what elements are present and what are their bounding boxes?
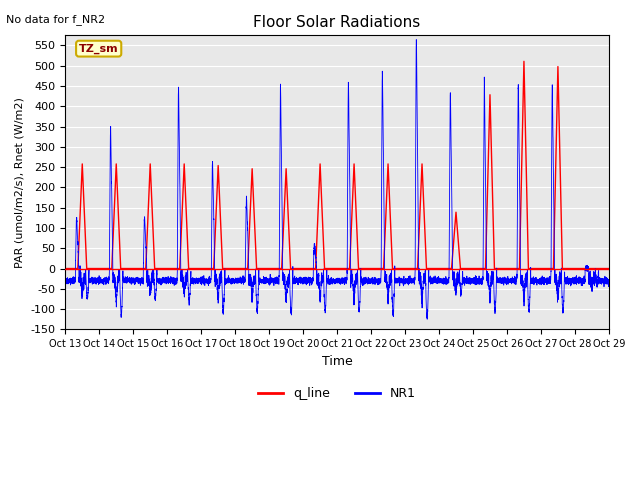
q_line bbox=[228, 265, 236, 271]
NR1 bbox=[202, 276, 210, 282]
q_line bbox=[470, 265, 477, 271]
q_line bbox=[61, 265, 69, 271]
Line: NR1: NR1 bbox=[65, 39, 609, 319]
X-axis label: Time: Time bbox=[322, 355, 353, 368]
Title: Floor Solar Radiations: Floor Solar Radiations bbox=[253, 15, 420, 30]
NR1 bbox=[605, 279, 612, 285]
Line: q_line: q_line bbox=[65, 61, 609, 268]
NR1 bbox=[412, 36, 420, 42]
Text: TZ_sm: TZ_sm bbox=[79, 44, 118, 54]
NR1 bbox=[423, 316, 431, 322]
q_line bbox=[81, 210, 88, 216]
q_line bbox=[202, 265, 210, 271]
NR1 bbox=[61, 277, 69, 283]
NR1 bbox=[305, 280, 313, 286]
Legend: q_line, NR1: q_line, NR1 bbox=[253, 383, 421, 406]
q_line bbox=[305, 265, 313, 271]
NR1 bbox=[470, 280, 477, 286]
NR1 bbox=[81, 275, 88, 281]
NR1 bbox=[228, 281, 236, 287]
Text: No data for f_NR2: No data for f_NR2 bbox=[6, 14, 106, 25]
q_line bbox=[605, 265, 612, 271]
q_line bbox=[536, 265, 543, 271]
NR1 bbox=[536, 280, 543, 286]
Y-axis label: PAR (umol/m2/s), Rnet (W/m2): PAR (umol/m2/s), Rnet (W/m2) bbox=[15, 97, 25, 268]
q_line bbox=[520, 59, 528, 64]
